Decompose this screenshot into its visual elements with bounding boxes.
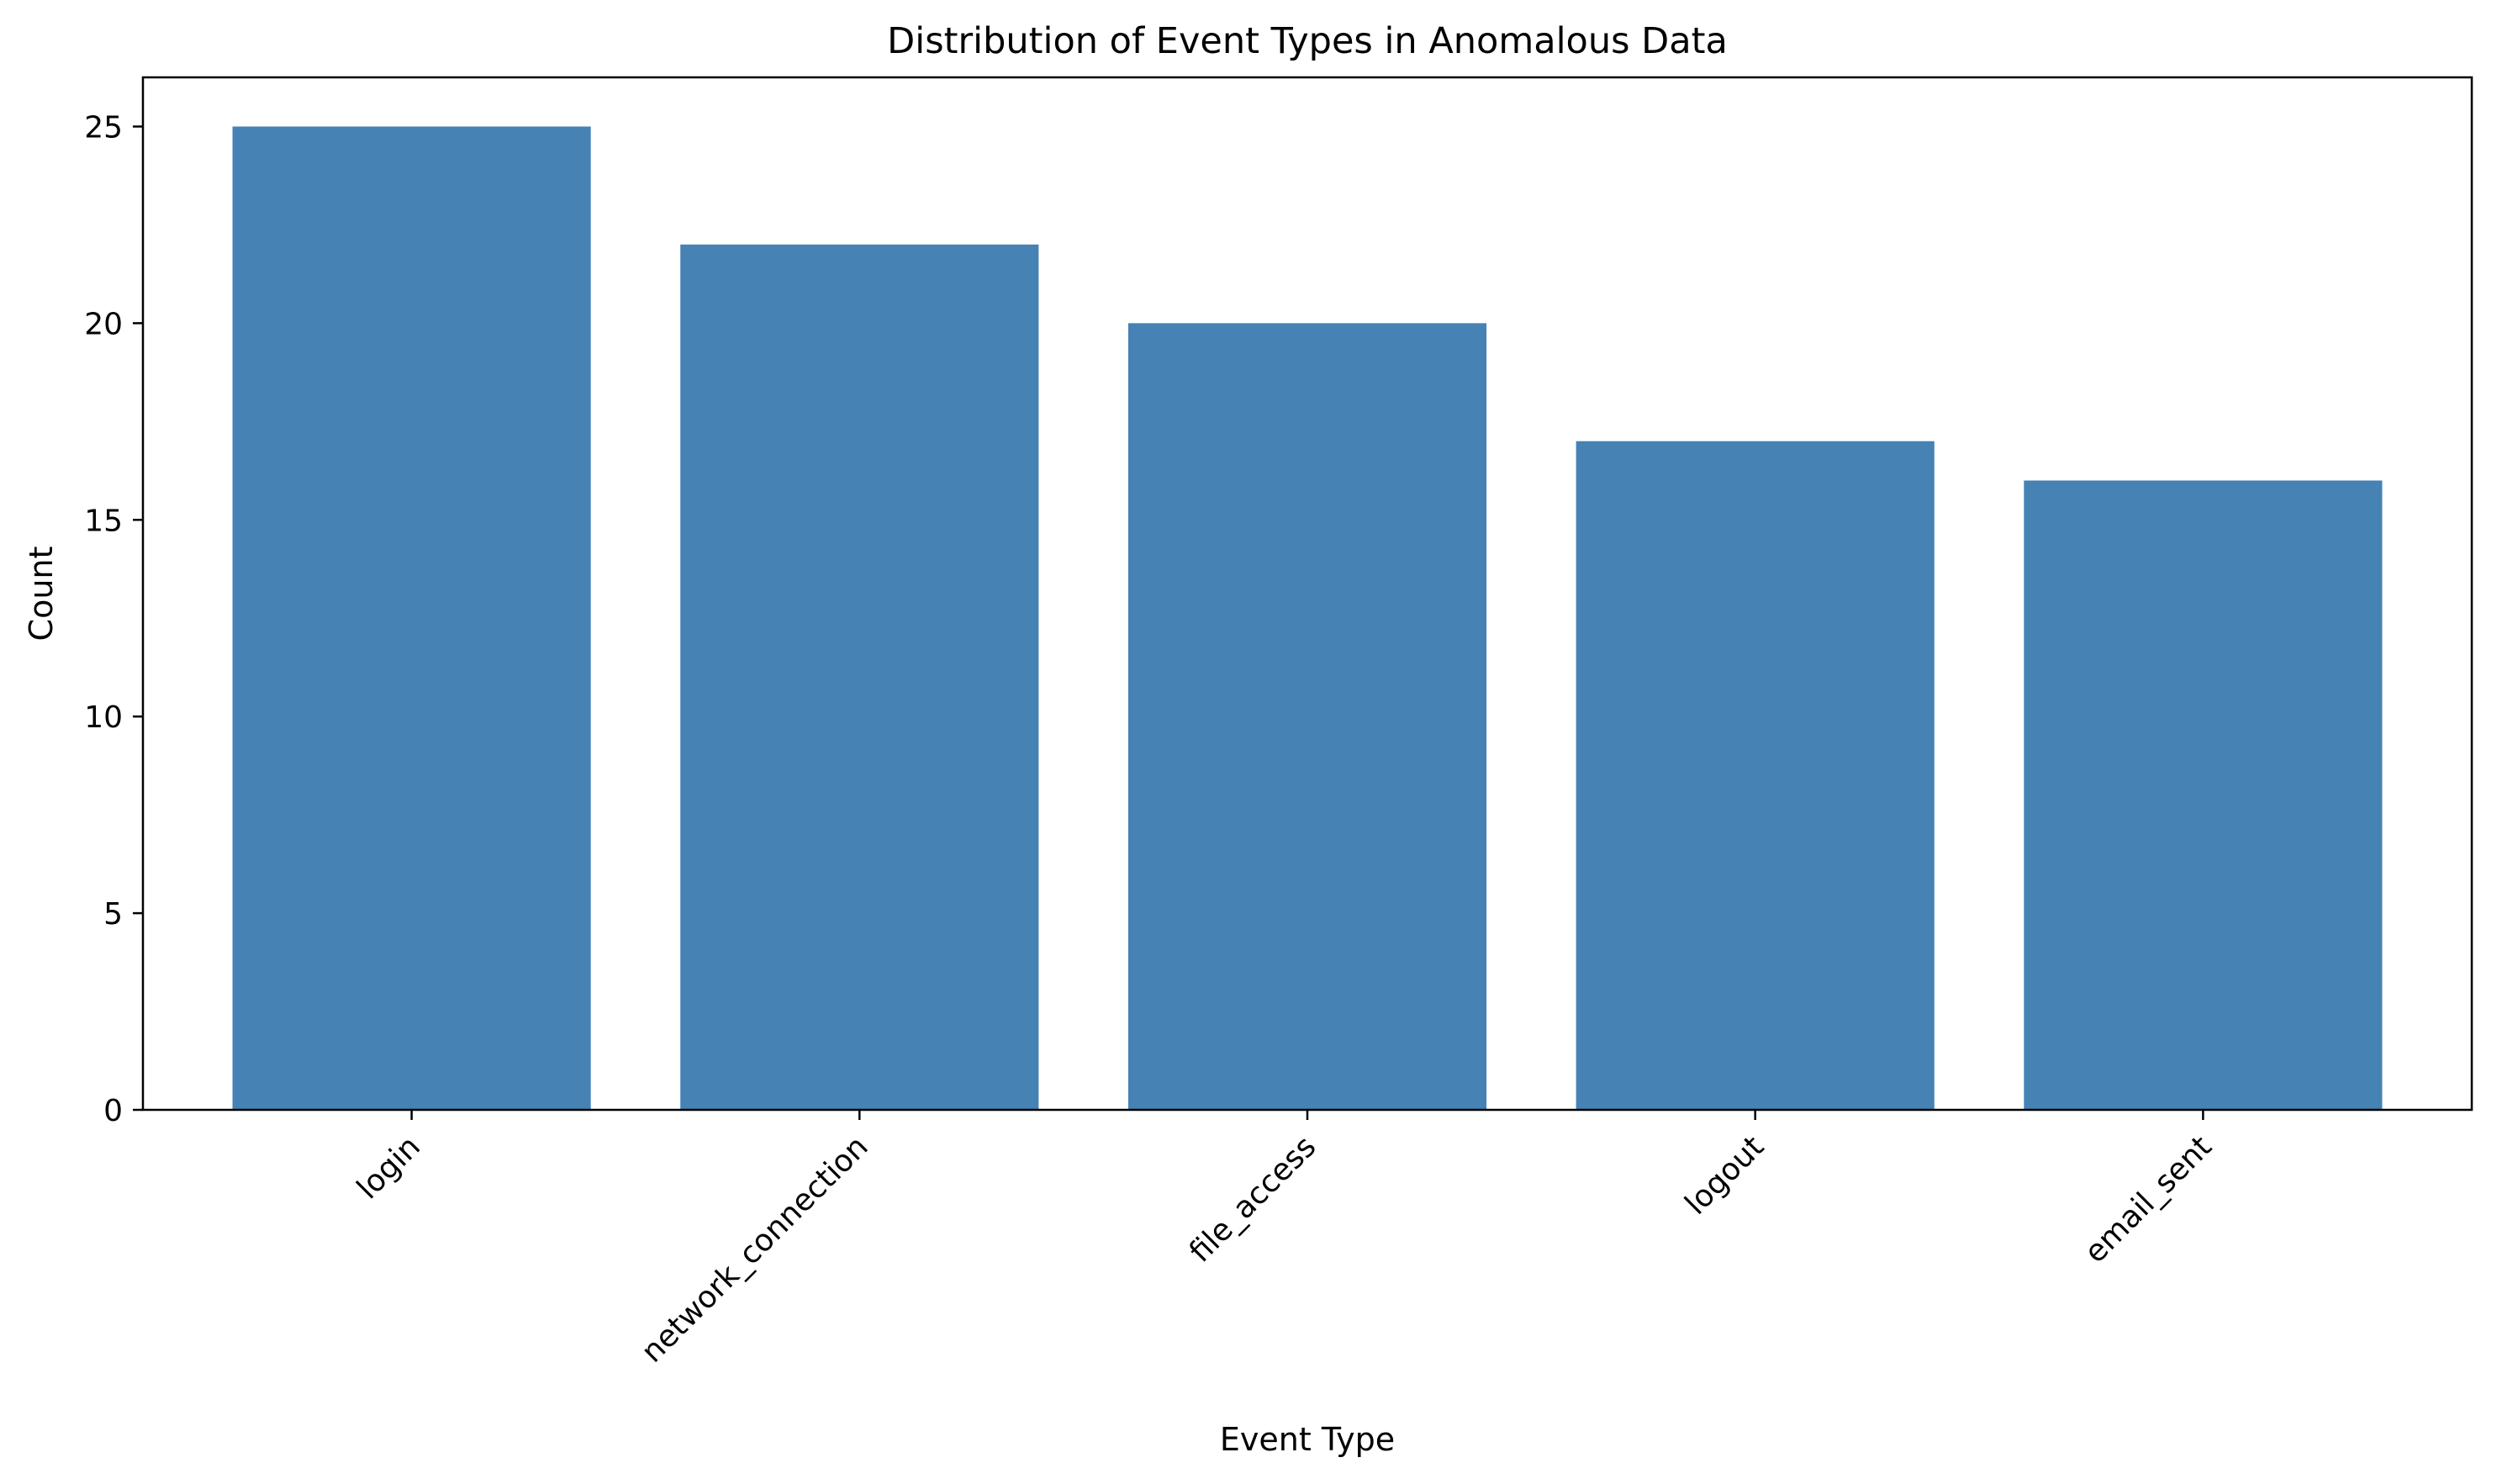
bar-network-connection — [680, 244, 1039, 1110]
y-tick-label: 5 — [103, 897, 123, 932]
y-tick-label: 20 — [84, 307, 123, 341]
y-tick-label: 0 — [103, 1094, 123, 1128]
bar-email-sent — [2024, 480, 2383, 1110]
bar-login — [232, 126, 591, 1111]
y-tick-label: 15 — [84, 504, 123, 538]
chart-title: Distribution of Event Types in Anomalous… — [887, 20, 1728, 62]
bar-file-access — [1127, 323, 1487, 1110]
bar-logout — [1576, 441, 1935, 1110]
y-axis-label: Count — [23, 547, 60, 642]
y-tick-label: 10 — [84, 700, 123, 735]
y-axis-ticks: 0 5 10 15 20 25 — [84, 110, 143, 1128]
y-tick-label: 25 — [84, 110, 123, 145]
bars-group — [232, 126, 2383, 1111]
x-axis-label: Event Type — [1220, 1421, 1395, 1458]
plot-frame — [141, 76, 2473, 1112]
